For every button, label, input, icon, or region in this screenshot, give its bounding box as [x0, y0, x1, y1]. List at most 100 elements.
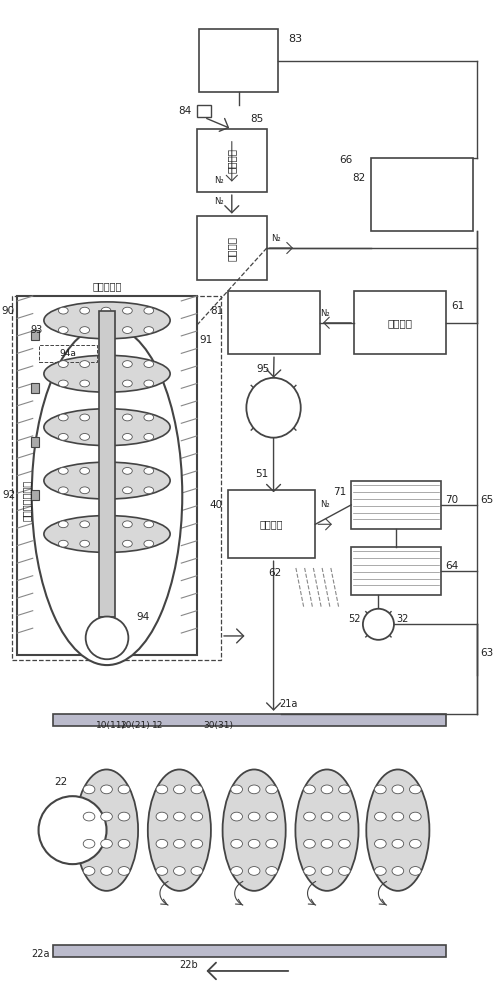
Ellipse shape: [156, 812, 168, 821]
Ellipse shape: [80, 433, 90, 440]
Bar: [351, 481, 440, 529]
Ellipse shape: [174, 867, 185, 875]
Text: 91: 91: [200, 335, 213, 345]
Ellipse shape: [321, 839, 333, 848]
Ellipse shape: [174, 785, 185, 794]
Ellipse shape: [144, 380, 154, 387]
Ellipse shape: [339, 839, 350, 848]
Ellipse shape: [374, 867, 386, 875]
Text: N₂: N₂: [320, 309, 330, 318]
Ellipse shape: [123, 327, 132, 333]
Ellipse shape: [101, 867, 113, 875]
Ellipse shape: [44, 462, 170, 499]
Ellipse shape: [191, 867, 203, 875]
Ellipse shape: [75, 769, 138, 891]
Ellipse shape: [304, 812, 315, 821]
Text: 94: 94: [136, 612, 149, 622]
Text: 12: 12: [152, 721, 164, 730]
Ellipse shape: [83, 867, 95, 875]
Bar: [354, 291, 446, 354]
Text: 52: 52: [349, 614, 361, 624]
Ellipse shape: [101, 521, 111, 528]
Bar: [53, 945, 446, 957]
Text: 82: 82: [353, 173, 366, 183]
Text: 22b: 22b: [180, 960, 198, 970]
Ellipse shape: [266, 785, 277, 794]
Ellipse shape: [144, 521, 154, 528]
Ellipse shape: [231, 867, 243, 875]
Ellipse shape: [248, 867, 260, 875]
Ellipse shape: [156, 839, 168, 848]
Ellipse shape: [123, 307, 132, 314]
Text: 90: 90: [1, 306, 14, 316]
Ellipse shape: [248, 839, 260, 848]
Ellipse shape: [80, 487, 90, 494]
Ellipse shape: [392, 812, 404, 821]
Ellipse shape: [123, 487, 132, 494]
Ellipse shape: [191, 839, 203, 848]
Text: 32: 32: [396, 614, 408, 624]
Text: 制冷单元: 制冷单元: [227, 148, 237, 173]
Bar: [39, 345, 97, 362]
Ellipse shape: [101, 467, 111, 474]
Text: 71: 71: [333, 487, 346, 497]
Ellipse shape: [144, 433, 154, 440]
Ellipse shape: [101, 540, 111, 547]
Ellipse shape: [144, 307, 154, 314]
Text: 65: 65: [481, 495, 494, 505]
Text: 94a: 94a: [59, 349, 76, 358]
Ellipse shape: [321, 812, 333, 821]
Text: 83: 83: [288, 34, 302, 44]
Ellipse shape: [410, 785, 421, 794]
Text: 20(21): 20(21): [121, 721, 151, 730]
Ellipse shape: [191, 812, 203, 821]
Text: 70: 70: [445, 495, 459, 505]
Ellipse shape: [392, 785, 404, 794]
Bar: [31, 330, 39, 340]
Bar: [228, 490, 315, 558]
Ellipse shape: [44, 355, 170, 392]
Bar: [99, 311, 115, 617]
Ellipse shape: [374, 812, 386, 821]
Ellipse shape: [410, 812, 421, 821]
Bar: [197, 216, 267, 280]
Text: 92: 92: [2, 490, 15, 500]
Ellipse shape: [248, 785, 260, 794]
Ellipse shape: [191, 785, 203, 794]
Ellipse shape: [374, 785, 386, 794]
Ellipse shape: [304, 867, 315, 875]
Ellipse shape: [101, 361, 111, 367]
Text: 21a: 21a: [279, 699, 297, 709]
Ellipse shape: [80, 327, 90, 333]
Ellipse shape: [231, 812, 243, 821]
Text: 66: 66: [340, 155, 353, 165]
Text: 去内皮后坚果仁: 去内皮后坚果仁: [22, 479, 32, 521]
Ellipse shape: [118, 867, 130, 875]
Ellipse shape: [44, 302, 170, 339]
Ellipse shape: [144, 327, 154, 333]
Bar: [228, 291, 320, 354]
Bar: [17, 296, 197, 655]
Text: 30(31): 30(31): [203, 721, 233, 730]
Ellipse shape: [80, 414, 90, 421]
Ellipse shape: [44, 409, 170, 446]
Text: 93: 93: [31, 325, 43, 335]
Ellipse shape: [59, 380, 68, 387]
Ellipse shape: [144, 487, 154, 494]
Text: 22: 22: [55, 777, 67, 787]
Ellipse shape: [247, 378, 301, 438]
Ellipse shape: [266, 867, 277, 875]
Text: 81: 81: [210, 306, 223, 316]
Ellipse shape: [123, 467, 132, 474]
Circle shape: [86, 617, 128, 659]
Bar: [31, 383, 39, 393]
Ellipse shape: [144, 414, 154, 421]
Ellipse shape: [223, 769, 286, 891]
Text: 10(11): 10(11): [96, 721, 126, 730]
Ellipse shape: [144, 467, 154, 474]
Ellipse shape: [83, 812, 95, 821]
Text: 84: 84: [179, 106, 192, 116]
Circle shape: [39, 796, 107, 864]
Text: 冷冻坚果仁: 冷冻坚果仁: [92, 281, 122, 291]
Ellipse shape: [148, 769, 211, 891]
